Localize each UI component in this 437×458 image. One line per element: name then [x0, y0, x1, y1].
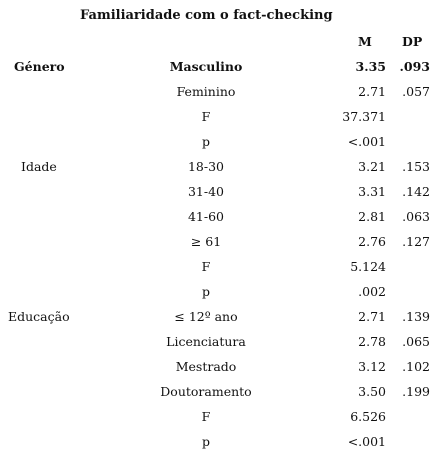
- row-mean-value: 5.124: [350, 259, 386, 274]
- column-header-dp: DP: [402, 34, 423, 49]
- row-mean-value: 2.76: [358, 234, 386, 249]
- row-group-label: Género: [14, 59, 65, 74]
- row-category-label: ≥ 61: [190, 234, 222, 249]
- row-category-label: Licenciatura: [166, 334, 246, 349]
- table-row: Doutoramento 3.50 .199: [0, 380, 437, 405]
- row-category-label: p: [201, 434, 210, 449]
- row-sd-value: .102: [402, 359, 430, 374]
- row-category-label: 18-30: [187, 159, 225, 174]
- table-row: Género Masculino 3.35 .093: [0, 55, 437, 80]
- row-sd-value: .142: [402, 184, 430, 199]
- row-category-label: Mestrado: [175, 359, 237, 374]
- table-row: 31-40 3.31 .142: [0, 180, 437, 205]
- row-category-label: Masculino: [169, 59, 243, 74]
- row-mean-value: 2.71: [358, 84, 386, 99]
- table-title: Familiaridade com o fact-checking: [80, 8, 333, 23]
- table-row: p <.001: [0, 430, 437, 455]
- column-header-m: M: [358, 34, 372, 49]
- table-row: Feminino 2.71 .057: [0, 80, 437, 105]
- row-mean-value: <.001: [347, 134, 386, 149]
- table-row: p .002: [0, 280, 437, 305]
- table-row: F 37.371: [0, 105, 437, 130]
- row-mean-value: <.001: [347, 434, 386, 449]
- table-row: Licenciatura 2.78 .065: [0, 330, 437, 355]
- table-row: Mestrado 3.12 .102: [0, 355, 437, 380]
- table-row: Idade 18-30 3.21 .153: [0, 155, 437, 180]
- row-category-label: ≤ 12º ano: [174, 309, 238, 324]
- row-sd-value: .093: [399, 59, 430, 74]
- table-row: 41-60 2.81 .063: [0, 205, 437, 230]
- row-mean-value: 3.50: [358, 384, 386, 399]
- table-row: ≥ 61 2.76 .127: [0, 230, 437, 255]
- row-category-label: p: [201, 134, 210, 149]
- row-sd-value: .153: [402, 159, 430, 174]
- row-category-label: Doutoramento: [160, 384, 252, 399]
- row-sd-value: .139: [402, 309, 430, 324]
- table-body: Género Masculino 3.35.093 Feminino 2.71.057 F…: [0, 55, 437, 455]
- table-row: F 5.124: [0, 255, 437, 280]
- row-category-label: 31-40: [187, 184, 225, 199]
- row-group-label: Educação: [8, 309, 70, 324]
- row-group-label: Idade: [21, 159, 57, 174]
- row-mean-value: 3.31: [358, 184, 386, 199]
- row-sd-value: .199: [402, 384, 430, 399]
- row-sd-value: .127: [402, 234, 430, 249]
- row-mean-value: 3.12: [358, 359, 386, 374]
- table-row: F 6.526: [0, 405, 437, 430]
- row-category-label: F: [201, 409, 211, 424]
- row-category-label: p: [201, 284, 210, 299]
- row-mean-value: 2.71: [358, 309, 386, 324]
- row-mean-value: 2.81: [358, 209, 386, 224]
- row-mean-value: 3.21: [358, 159, 386, 174]
- row-sd-value: .063: [402, 209, 430, 224]
- table-row: Educação ≤ 12º ano 2.71 .139: [0, 305, 437, 330]
- row-mean-value: 3.35: [355, 59, 386, 74]
- row-sd-value: .057: [402, 84, 430, 99]
- row-mean-value: .002: [358, 284, 386, 299]
- row-category-label: F: [201, 259, 211, 274]
- row-category-label: Feminino: [176, 84, 236, 99]
- row-category-label: F: [201, 109, 211, 124]
- row-mean-value: 6.526: [350, 409, 386, 424]
- row-mean-value: 2.78: [358, 334, 386, 349]
- table-row: p <.001: [0, 130, 437, 155]
- row-sd-value: .065: [402, 334, 430, 349]
- row-mean-value: 37.371: [342, 109, 386, 124]
- row-category-label: 41-60: [187, 209, 225, 224]
